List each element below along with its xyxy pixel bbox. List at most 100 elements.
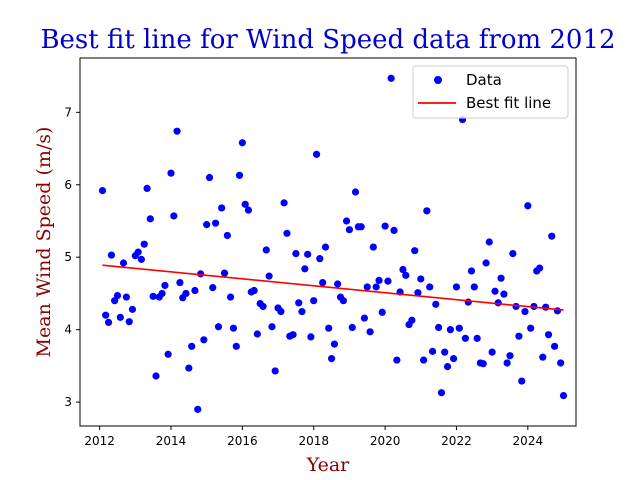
data-point: [450, 355, 458, 363]
data-point: [488, 348, 496, 356]
data-point: [559, 391, 568, 400]
data-point: [417, 275, 425, 283]
data-point: [235, 171, 244, 179]
data-point: [325, 324, 333, 332]
data-point: [539, 353, 547, 361]
data-point: [503, 359, 511, 367]
data-point: [464, 298, 472, 306]
data-point: [102, 311, 110, 319]
data-point: [289, 331, 297, 339]
data-point: [158, 289, 166, 298]
data-point: [125, 318, 133, 326]
data-point: [446, 326, 454, 334]
data-point: [167, 169, 175, 177]
data-point: [200, 336, 208, 344]
legend-box: [412, 65, 569, 119]
data-point: [375, 276, 383, 284]
x-tick-label: 2024: [513, 434, 544, 448]
data-point: [268, 323, 276, 331]
data-point: [116, 313, 124, 321]
data-point: [327, 355, 336, 363]
data-point: [351, 188, 360, 196]
data-point: [262, 246, 270, 254]
data-point: [384, 277, 392, 285]
data-point: [491, 287, 499, 295]
data-point: [280, 199, 288, 207]
x-tick-label: 2014: [156, 434, 187, 448]
data-point: [426, 283, 434, 291]
data-point: [506, 352, 514, 360]
data-point: [104, 318, 113, 327]
data-point: [339, 297, 347, 305]
data-point: [381, 222, 389, 230]
data-point: [557, 359, 565, 367]
data-point: [307, 333, 315, 341]
data-point: [98, 186, 107, 195]
data-point: [408, 316, 416, 324]
data-points: [98, 74, 568, 413]
data-point: [544, 331, 553, 339]
data-point: [259, 302, 267, 311]
data-point: [137, 255, 145, 263]
data-point: [467, 267, 476, 275]
data-point: [298, 307, 306, 316]
data-point: [482, 259, 490, 267]
data-point: [152, 372, 160, 380]
data-point: [304, 250, 312, 258]
data-point: [319, 278, 327, 287]
data-point: [170, 212, 178, 220]
data-point: [369, 243, 377, 251]
data-point: [441, 348, 449, 356]
data-point: [140, 240, 148, 248]
data-point: [277, 307, 285, 316]
data-point: [402, 271, 410, 279]
data-point: [149, 292, 157, 300]
data-point: [232, 342, 240, 350]
data-point: [292, 249, 300, 258]
x-tick-label: 2012: [84, 434, 115, 448]
data-point: [161, 281, 169, 290]
data-point: [226, 293, 235, 301]
data-point: [423, 207, 431, 215]
data-point: [283, 229, 291, 237]
legend-fit-label: Best fit line: [466, 94, 551, 112]
data-point: [146, 215, 154, 223]
plot-area: [79, 57, 577, 427]
data-point: [497, 274, 505, 282]
data-point: [518, 377, 526, 385]
data-point: [378, 308, 386, 316]
data-point: [250, 286, 258, 295]
data-point: [218, 204, 226, 212]
data-point: [205, 173, 214, 182]
data-point: [524, 202, 532, 210]
x-axis-ticks: 2012 2014 2016 2018 2020 2022 2024: [84, 426, 543, 448]
data-point: [241, 200, 249, 208]
data-point: [527, 324, 535, 332]
data-point: [428, 347, 437, 355]
data-point: [435, 323, 443, 332]
legend-data-label: Data: [466, 71, 502, 89]
data-point: [437, 389, 446, 397]
x-tick-label: 2018: [298, 434, 329, 448]
data-point: [521, 307, 529, 316]
data-point: [399, 265, 407, 274]
x-tick-label: 2016: [227, 434, 258, 448]
data-point: [321, 243, 330, 251]
data-point: [390, 226, 398, 235]
y-axis-ticks: 3 4 5 6 7: [64, 105, 80, 409]
data-point: [473, 334, 481, 342]
data-point: [479, 360, 487, 368]
data-point: [229, 324, 238, 332]
y-tick-label: 7: [64, 105, 72, 119]
data-point: [455, 324, 463, 332]
data-point: [366, 328, 374, 336]
data-point: [420, 356, 428, 364]
data-point: [211, 219, 220, 227]
data-point: [191, 286, 199, 295]
data-point: [209, 284, 217, 292]
data-point: [107, 251, 116, 259]
data-point: [188, 342, 196, 350]
data-point: [173, 127, 181, 135]
data-point: [548, 232, 556, 240]
